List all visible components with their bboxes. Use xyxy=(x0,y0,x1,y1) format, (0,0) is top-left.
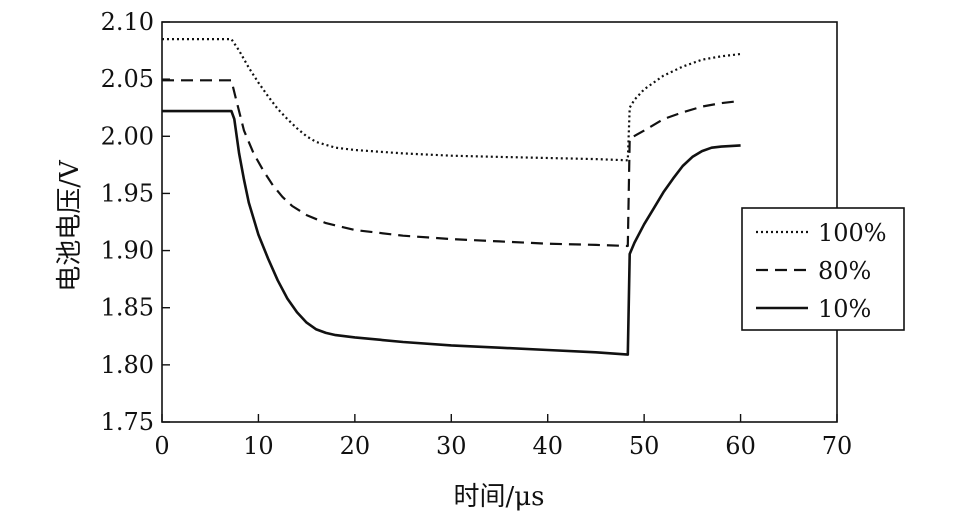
legend-label-2: 10% xyxy=(818,295,871,323)
series-group xyxy=(162,38,741,356)
y-tick-label: 2.00 xyxy=(101,122,154,150)
x-tick-label: 60 xyxy=(725,432,756,460)
y-tick-label: 2.10 xyxy=(101,8,154,36)
x-tick-label: 50 xyxy=(629,432,660,460)
y-axis-title: 电池电压/V xyxy=(55,159,85,292)
y-tick-label: 1.90 xyxy=(101,237,154,265)
x-tick-label: 10 xyxy=(243,432,274,460)
plot-area-border xyxy=(161,21,838,423)
y-tick-label: 2.05 xyxy=(101,65,154,93)
legend-label-1: 80% xyxy=(818,257,871,285)
legend: 100% 80% 10% xyxy=(741,207,905,331)
x-tick-label: 30 xyxy=(436,432,467,460)
series-line-1 xyxy=(162,79,741,248)
y-tick-label: 1.85 xyxy=(101,294,154,322)
x-tick-label: 20 xyxy=(340,432,371,460)
series-line-0 xyxy=(162,38,741,162)
series-line-2 xyxy=(162,109,741,356)
x-tick-label: 0 xyxy=(154,432,169,460)
y-tick-label: 1.80 xyxy=(101,351,154,379)
plot-frame xyxy=(161,21,838,423)
legend-label-0: 100% xyxy=(818,219,887,247)
x-tick-label: 40 xyxy=(532,432,563,460)
legend-box xyxy=(741,207,905,331)
x-axis: 0 10 20 30 40 50 60 70 xyxy=(154,414,852,460)
y-tick-label: 1.75 xyxy=(101,408,154,436)
y-axis: 1.75 1.80 1.85 1.90 1.95 2.00 2.05 2.10 xyxy=(101,8,170,436)
x-axis-title: 时间/μs xyxy=(453,482,544,512)
y-tick-label: 1.95 xyxy=(101,179,154,207)
x-tick-label: 70 xyxy=(822,432,853,460)
